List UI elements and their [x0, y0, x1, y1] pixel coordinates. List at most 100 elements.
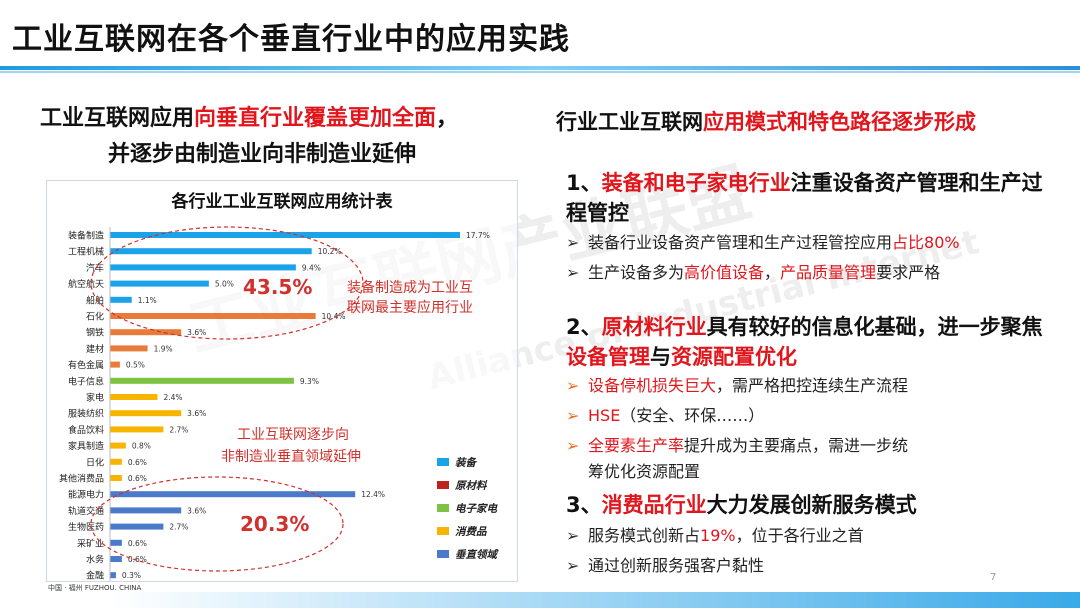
tick-label: 工程机械: [68, 246, 104, 258]
s3b1-pre: 服务模式创新占: [588, 526, 701, 545]
tick-label: 日化: [86, 456, 104, 468]
tick-label: 水务: [86, 554, 104, 566]
data-label: 9.4%: [302, 263, 321, 272]
data-label: 0.6%: [128, 474, 147, 483]
title-rule: [0, 66, 1080, 70]
left-heading-line2: 并逐步由制造业向非制造业延伸: [108, 142, 417, 167]
data-label: 9.3%: [300, 377, 319, 386]
s2b1-red: 设备停机损失巨大: [588, 376, 717, 395]
data-label: 17.7%: [466, 231, 490, 240]
tick-label: 服装纺织: [68, 408, 104, 420]
data-label: 0.6%: [128, 539, 147, 548]
bottom-percent-label: 20.3%: [240, 512, 309, 536]
left-heading-line1: 工业互联网应用向垂直行业覆盖更加全面，: [40, 100, 458, 132]
section-3-num: 3、: [566, 493, 602, 517]
legend-label: 装备: [455, 456, 477, 469]
left-heading-comma: ，: [436, 106, 459, 131]
arrow-bullet-icon: ➢: [566, 526, 580, 545]
bar: [110, 313, 316, 319]
bar: [110, 507, 182, 514]
data-label: 3.6%: [187, 328, 206, 337]
section-1-bullet-2: ➢ 生产设备多为高价值设备，产品质量管理要求严格: [566, 260, 940, 286]
top-note-line2: 联网最主要应用行业: [347, 299, 473, 316]
legend-swatch: [437, 550, 449, 558]
tick-label: 其他消费品: [59, 473, 104, 485]
section-3-bullet-2: ➢ 通过创新服务强客户黏性: [566, 553, 764, 579]
tick-label: 石化: [86, 311, 104, 323]
tick-label: 电子信息: [68, 375, 104, 387]
title-rule-accent: [0, 71, 1080, 73]
footer: 中国 · 福州 FUZHOU. CHINA: [0, 580, 1080, 608]
bar: [110, 426, 164, 433]
s2b2-post: （安全、环保……）: [620, 406, 765, 425]
section-2-highlight: 原材料行业: [601, 315, 707, 339]
data-label: 5.0%: [215, 280, 234, 289]
tick-label: 装备制造: [68, 230, 104, 242]
section-1-title: 1、装备和电子家电行业注重设备资产管理和生产过程管控: [566, 168, 1046, 228]
s1b2-mid: ，: [764, 263, 781, 282]
s3b2-pre: 通过创新服务强客户黏性: [588, 556, 765, 575]
arrow-bullet-icon: ➢: [566, 436, 580, 455]
s2b1-post: ，需严格把控连续生产流程: [716, 376, 909, 395]
section-2-bullet-3-line2: 筹优化资源配置: [588, 462, 701, 481]
tick-label: 汽车: [86, 262, 104, 274]
bar: [110, 572, 116, 579]
page-number: 7: [990, 572, 997, 583]
bar: [110, 345, 148, 352]
tick-label: 船舶: [86, 294, 104, 306]
data-label: 3.6%: [187, 506, 206, 515]
data-label: 0.3%: [122, 571, 141, 580]
s1b2-post: 要求严格: [876, 263, 941, 282]
section-1-bullet-1: ➢ 装备行业设备资产管理和生产过程管控应用占比80%: [566, 230, 960, 256]
tick-label: 生物医药: [68, 521, 104, 533]
left-heading-pre: 工业互联网应用: [40, 106, 195, 131]
right-heading-pre: 行业工业互联网: [556, 110, 703, 134]
s1b2-pre: 生产设备多为: [588, 263, 685, 282]
arrow-bullet-icon: ➢: [566, 556, 580, 575]
section-2-bullet-2: ➢ HSE（安全、环保……）: [566, 403, 764, 429]
arrow-bullet-icon: ➢: [566, 406, 580, 425]
footer-logo: 中国 · 福州 FUZHOU. CHINA: [48, 584, 142, 592]
section-2-red3: 资源配置优化: [671, 345, 797, 369]
bar: [110, 539, 122, 546]
data-label: 1.1%: [138, 296, 157, 305]
data-label: 0.6%: [128, 458, 147, 467]
data-label: 10.4%: [322, 312, 346, 321]
data-label: 0.6%: [128, 555, 147, 564]
tick-label: 家具制造: [68, 440, 104, 452]
bar: [110, 248, 312, 255]
tick-label: 轨道交通: [68, 505, 104, 517]
right-heading-highlight: 应用模式和特色路径逐步形成: [703, 110, 976, 134]
tick-label: 建材: [86, 343, 104, 355]
section-3-bullet-1: ➢ 服务模式创新占19%，位于各行业之首: [566, 523, 864, 549]
tick-label: 金融: [86, 570, 104, 581]
chart-title: 各行业工业互联网应用统计表: [171, 192, 393, 212]
bar: [110, 377, 294, 384]
bar-chart-svg: 装备制造 17.7% 工程机械 10.2% 汽车 9.4% 航空航天 5.0% 船舶 1.1% 石化…: [59, 226, 499, 581]
data-label: 0.5%: [126, 361, 145, 370]
legend-label: 电子家电: [455, 502, 498, 515]
legend-swatch: [437, 458, 449, 466]
section-1-rest: 注重设备资产管理和生产过程管控: [566, 171, 1043, 225]
bar: [110, 296, 132, 303]
tick-label: 食品饮料: [68, 424, 104, 436]
section-1-num: 1、: [566, 171, 602, 195]
bar: [110, 264, 296, 271]
bar: [110, 394, 158, 400]
section-2-bullet-3: ➢ 全要素生产率提升成为主要痛点，需进一步统: [566, 433, 908, 459]
industry-chart: 各行业工业互联网应用统计表 装备制造 17.7% 工程机械 10.2% 汽车 9.4% 航空…: [46, 180, 518, 582]
right-heading: 行业工业互联网应用模式和特色路径逐步形成: [556, 106, 976, 136]
footer-bar: [110, 592, 1080, 608]
bar: [110, 280, 209, 287]
mid-note-line1: 工业互联网逐步向: [237, 427, 349, 443]
mid-note-line2: 非制造业垂直领域延伸: [221, 448, 361, 465]
section-2-title: 2、原材料行业具有较好的信息化基础，进一步聚焦设备管理与资源配置优化: [566, 312, 1046, 372]
section-2-num: 2、: [566, 315, 602, 339]
section-3-highlight: 消费品行业: [601, 493, 707, 517]
left-heading-highlight: 向垂直行业覆盖更加全面: [194, 106, 437, 131]
s1b1-red: 占比80%: [892, 233, 960, 252]
top-percent-label: 43.5%: [243, 275, 312, 299]
bar: [110, 329, 182, 336]
s3b1-red: 19%: [700, 526, 736, 545]
s3b1-post: ，位于各行业之首: [735, 526, 864, 545]
